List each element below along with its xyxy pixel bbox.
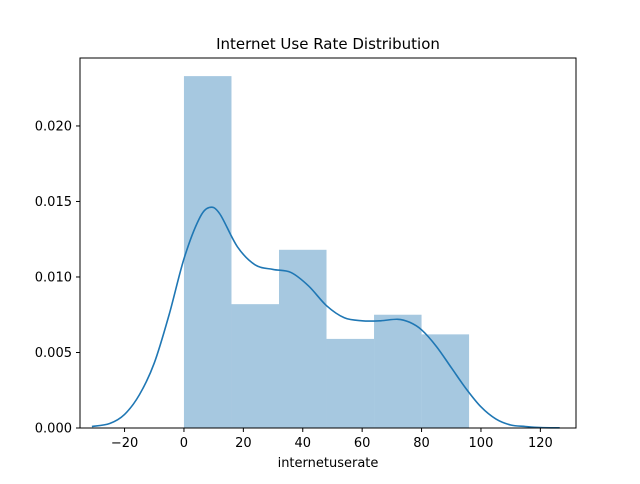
- histogram-bar: [278, 249, 327, 428]
- x-tick-label: 60: [354, 436, 371, 451]
- y-tick-label: 0.020: [35, 119, 72, 134]
- y-tick-label: 0.010: [35, 270, 72, 285]
- x-axis-ticks: −20 0 20 40 60 80 100 120: [111, 428, 553, 451]
- histogram-bar: [231, 304, 279, 428]
- chart-title: Internet Use Rate Distribution: [216, 35, 440, 53]
- kde-curve: [91, 206, 560, 429]
- histogram-bar: [374, 314, 422, 428]
- y-tick-label: 0.005: [35, 346, 72, 361]
- histogram-bar: [421, 334, 470, 428]
- y-axis-ticks: 0.000 0.005 0.010 0.015 0.020: [35, 119, 80, 437]
- y-tick-label: 0.000: [35, 422, 72, 437]
- x-tick-label: 0: [180, 436, 188, 451]
- histogram-bar: [183, 76, 232, 429]
- x-tick-label: 100: [469, 436, 494, 451]
- x-axis-label: internetuserate: [278, 456, 379, 471]
- plot-frame: [79, 57, 577, 429]
- x-tick-label: 80: [413, 436, 430, 451]
- x-tick-label: 120: [528, 436, 553, 451]
- x-tick-label: 20: [235, 436, 252, 451]
- histogram-bars: [183, 76, 470, 429]
- histogram-bar: [326, 338, 375, 428]
- x-tick-label: 40: [294, 436, 311, 451]
- x-tick-label: −20: [111, 436, 138, 451]
- kde-layer: [91, 206, 560, 429]
- y-tick-label: 0.015: [35, 195, 72, 210]
